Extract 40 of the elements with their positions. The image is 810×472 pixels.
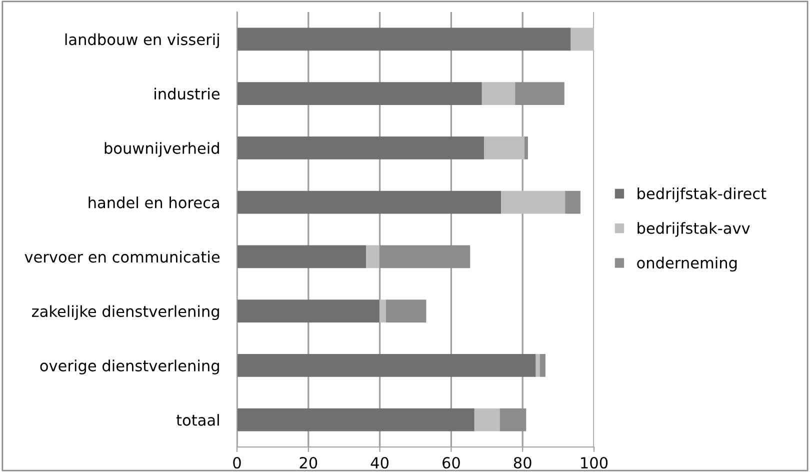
legend-label: onderneming [637, 256, 737, 272]
bar [570, 28, 594, 51]
x-tick-label: 40 [370, 456, 389, 469]
bar [237, 190, 502, 214]
bar [482, 82, 516, 105]
y-tick-label: zakelijke dienstverlening [32, 305, 219, 320]
bar [500, 408, 526, 432]
bar [237, 354, 536, 377]
bar [237, 245, 366, 268]
bar [536, 354, 540, 377]
bar [565, 190, 580, 214]
bar [474, 408, 500, 432]
bar [524, 136, 528, 160]
bar [366, 245, 380, 268]
y-tick-label: totaal [176, 414, 219, 426]
y-tick-label: overige dienstverlening [40, 360, 219, 374]
bar [379, 245, 470, 268]
bar [237, 82, 482, 105]
bar [515, 82, 564, 105]
x-tick-label: 100 [581, 456, 608, 469]
y-tick-label: handel en horeca [88, 196, 219, 208]
bar [484, 136, 524, 160]
bar [386, 300, 426, 322]
x-tick-label: 0 [233, 456, 241, 469]
x-tick-label: 60 [442, 456, 460, 469]
bar [379, 300, 386, 322]
legend-label: bedrijfstak-avv [638, 222, 750, 237]
bar [501, 190, 566, 214]
bar [540, 354, 546, 377]
y-tick-label: industrie [154, 88, 220, 100]
y-tick-label: bouwnijverheid [104, 142, 219, 157]
legend-label: bedrijfstak-direct [638, 187, 766, 202]
bar [237, 136, 484, 160]
bar [237, 408, 474, 432]
y-tick-label: landbouw en visserij [65, 33, 219, 48]
x-tick-label: 20 [300, 456, 318, 469]
x-tick-label: 80 [514, 456, 532, 469]
y-tick-label: vervoer en communicatie [24, 250, 220, 263]
bar [237, 28, 571, 51]
bar [237, 300, 380, 322]
